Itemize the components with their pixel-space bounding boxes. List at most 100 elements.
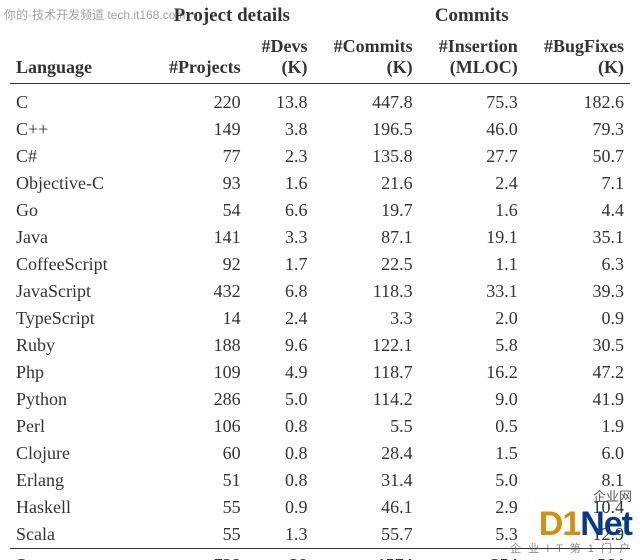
table-row: Erlang510.831.45.08.1 — [10, 467, 630, 494]
cell-projects: 55 — [150, 494, 247, 521]
summary-label: Summary — [10, 549, 150, 560]
cell-language: Haskell — [10, 494, 150, 521]
cell-projects: 77 — [150, 143, 247, 170]
cell-commits: 5.5 — [314, 413, 419, 440]
cell-insertion: 75.3 — [419, 84, 524, 117]
cell-insertion: 16.2 — [419, 359, 524, 386]
cell-bugfixes: 47.2 — [524, 359, 630, 386]
cell-devs: 13.8 — [247, 84, 314, 117]
cell-commits: 22.5 — [314, 251, 419, 278]
table-row: C22013.8447.875.3182.6 — [10, 84, 630, 117]
group-header-commits: Commits — [314, 2, 630, 33]
summary-bugfixes: 564 — [524, 549, 630, 560]
cell-bugfixes: 182.6 — [524, 84, 630, 117]
cell-devs: 3.8 — [247, 116, 314, 143]
summary-insertion: 254 — [419, 549, 524, 560]
cell-bugfixes: 10.4 — [524, 494, 630, 521]
col-header-language: Language — [10, 33, 150, 84]
cell-devs: 2.3 — [247, 143, 314, 170]
summary-devs: 28 — [247, 549, 314, 560]
cell-bugfixes: 79.3 — [524, 116, 630, 143]
table-row: C#772.3135.827.750.7 — [10, 143, 630, 170]
table-row: JavaScript4326.8118.333.139.3 — [10, 278, 630, 305]
cell-insertion: 5.0 — [419, 467, 524, 494]
cell-insertion: 2.9 — [419, 494, 524, 521]
cell-projects: 188 — [150, 332, 247, 359]
cell-bugfixes: 39.3 — [524, 278, 630, 305]
cell-insertion: 2.0 — [419, 305, 524, 332]
cell-language: Ruby — [10, 332, 150, 359]
col-header-insertion: #Insertion(MLOC) — [419, 33, 524, 84]
table-row: Go546.619.71.64.4 — [10, 197, 630, 224]
cell-projects: 92 — [150, 251, 247, 278]
cell-commits: 122.1 — [314, 332, 419, 359]
cell-language: Erlang — [10, 467, 150, 494]
col-header-bugfixes: #BugFixes(K) — [524, 33, 630, 84]
cell-commits: 46.1 — [314, 494, 419, 521]
cell-projects: 220 — [150, 84, 247, 117]
table-row: TypeScript142.43.32.00.9 — [10, 305, 630, 332]
table-row: Python2865.0114.29.041.9 — [10, 386, 630, 413]
group-header-blank — [10, 2, 150, 33]
table-row: Scala551.355.75.312.9 — [10, 521, 630, 549]
cell-insertion: 5.3 — [419, 521, 524, 549]
col-header-devs: #Devs(K) — [247, 33, 314, 84]
table-row: CoffeeScript921.722.51.16.3 — [10, 251, 630, 278]
language-stats-table: Project details Commits Language #Projec… — [10, 2, 630, 560]
cell-insertion: 27.7 — [419, 143, 524, 170]
cell-insertion: 19.1 — [419, 224, 524, 251]
cell-insertion: 33.1 — [419, 278, 524, 305]
table-row: Ruby1889.6122.15.830.5 — [10, 332, 630, 359]
cell-insertion: 5.8 — [419, 332, 524, 359]
table-row: Objective-C931.621.62.47.1 — [10, 170, 630, 197]
cell-bugfixes: 35.1 — [524, 224, 630, 251]
cell-bugfixes: 6.0 — [524, 440, 630, 467]
cell-projects: 141 — [150, 224, 247, 251]
cell-commits: 31.4 — [314, 467, 419, 494]
cell-devs: 4.9 — [247, 359, 314, 386]
cell-commits: 19.7 — [314, 197, 419, 224]
cell-devs: 0.8 — [247, 440, 314, 467]
cell-devs: 6.6 — [247, 197, 314, 224]
cell-language: C++ — [10, 116, 150, 143]
cell-projects: 51 — [150, 467, 247, 494]
cell-commits: 21.6 — [314, 170, 419, 197]
cell-insertion: 2.4 — [419, 170, 524, 197]
cell-language: Scala — [10, 521, 150, 549]
cell-projects: 149 — [150, 116, 247, 143]
cell-bugfixes: 50.7 — [524, 143, 630, 170]
cell-language: Java — [10, 224, 150, 251]
cell-devs: 1.7 — [247, 251, 314, 278]
cell-projects: 109 — [150, 359, 247, 386]
cell-insertion: 9.0 — [419, 386, 524, 413]
cell-projects: 54 — [150, 197, 247, 224]
cell-projects: 60 — [150, 440, 247, 467]
cell-projects: 106 — [150, 413, 247, 440]
table-row: Haskell550.946.12.910.4 — [10, 494, 630, 521]
cell-language: Python — [10, 386, 150, 413]
cell-bugfixes: 1.9 — [524, 413, 630, 440]
cell-devs: 1.6 — [247, 170, 314, 197]
cell-devs: 6.8 — [247, 278, 314, 305]
cell-devs: 0.9 — [247, 494, 314, 521]
summary-projects: 728 — [150, 549, 247, 560]
table-row: Php1094.9118.716.247.2 — [10, 359, 630, 386]
cell-language: TypeScript — [10, 305, 150, 332]
col-header-commits: #Commits(K) — [314, 33, 419, 84]
cell-bugfixes: 30.5 — [524, 332, 630, 359]
cell-language: Objective-C — [10, 170, 150, 197]
summary-row: Summary 728 28 1574 254 564 — [10, 549, 630, 560]
cell-bugfixes: 7.1 — [524, 170, 630, 197]
cell-commits: 196.5 — [314, 116, 419, 143]
cell-language: Clojure — [10, 440, 150, 467]
cell-commits: 3.3 — [314, 305, 419, 332]
cell-devs: 0.8 — [247, 467, 314, 494]
cell-projects: 55 — [150, 521, 247, 549]
cell-insertion: 1.5 — [419, 440, 524, 467]
data-table-container: Project details Commits Language #Projec… — [10, 2, 630, 560]
table-row: Perl1060.85.50.51.9 — [10, 413, 630, 440]
cell-devs: 2.4 — [247, 305, 314, 332]
table-row: Java1413.387.119.135.1 — [10, 224, 630, 251]
group-header-project-details: Project details — [150, 2, 314, 33]
cell-commits: 118.7 — [314, 359, 419, 386]
